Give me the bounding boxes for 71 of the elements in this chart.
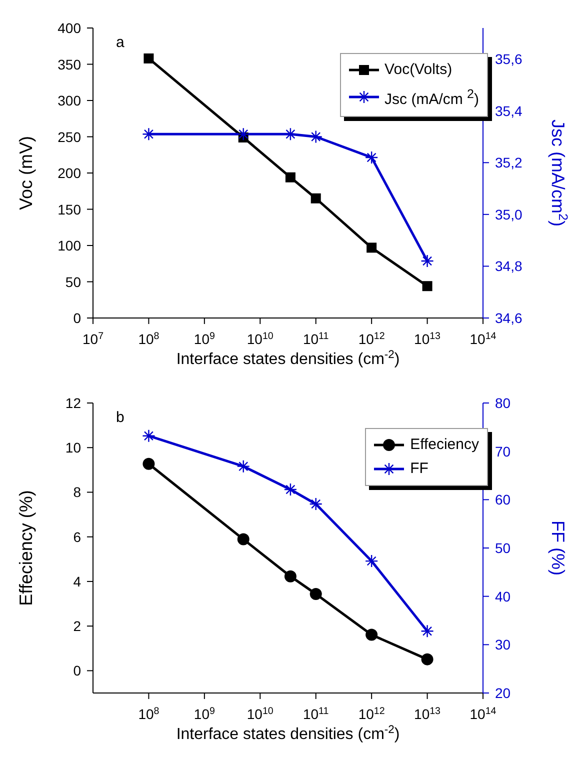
point [309,130,322,144]
y-tick-label: 10 [65,440,82,456]
y-tick-label: 250 [58,128,82,145]
y2-tick-label: 60 [495,492,511,508]
annotation: b [116,409,124,426]
point [309,497,322,511]
x-tick-label: 10$^{9}$ [194,330,215,347]
x-tick-label: 10$^{12}$ [358,330,385,347]
x-tick-label: 10$^{10}$ [246,706,274,722]
point [310,193,321,204]
y-tick-label: 100 [58,238,82,254]
point [366,628,378,641]
y-tick-label: 12 [65,395,82,411]
y2-tick-label: 35,6 [495,51,522,68]
y2-tick-label: 34,6 [495,310,522,326]
y-tick-label: 2 [73,618,82,634]
point [420,624,434,638]
point [144,53,154,64]
x-tick-label: 10$^{14}$ [470,330,497,347]
point [142,429,156,442]
x-tick-label: 10$^{7}$ [82,330,104,347]
point [142,128,156,141]
x-tick-label: 10$^{11}$ [302,706,329,722]
y-tick-label: 150 [58,201,82,218]
x-tick-label: 10$^{8}$ [138,706,160,722]
y2-tick-label: 30 [495,636,511,653]
y-tick-label: 50 [65,274,82,290]
y2-tick-label: 50 [495,540,511,556]
y2-tick-label: 35,2 [495,154,522,171]
y-tick-label: 0 [73,662,82,679]
legend-label: Jsc (mA/cm $^{2}$) [384,86,479,110]
y-tick-label: 350 [58,56,82,72]
x-tick-label: 10$^{11}$ [302,330,329,347]
legend-label: FF [410,459,428,479]
y2-tick-label: 34,8 [495,258,522,274]
x-tick-label: 10$^{8}$ [138,330,160,347]
point [422,281,432,292]
y2-tick-label: 35,0 [495,206,522,222]
annotation: a [116,34,124,51]
x-tick-label: 10$^{10}$ [246,330,274,347]
y-tick-label: 8 [73,484,82,500]
x-tick-label: 10$^{14}$ [470,706,497,722]
y2-tick-label: 80 [495,395,511,411]
y2-tick-label: 35,4 [495,102,522,119]
point [366,242,377,253]
y-tick-label: 0 [73,310,82,326]
point [310,588,322,600]
y-tick-label: 6 [73,528,82,545]
legend-label: Voc(Volts) [384,60,452,80]
y-tick-label: 4 [73,573,82,590]
y2-tick-label: 70 [495,443,511,460]
x-tick-label: 10$^{12}$ [358,706,385,722]
point [420,254,434,268]
legend-label: Effeciency [410,435,479,455]
point [142,458,155,470]
x-axis-title: Interface states densities (cm$^{-2}$) [176,724,400,743]
y-axis-title: Effeciency (%) [16,490,36,606]
y2-tick-label: 20 [495,685,511,701]
y-tick-label: 400 [58,20,82,36]
y-axis-title: Voc (mV) [16,136,36,210]
point [364,554,378,568]
point [421,653,434,666]
x-tick-label: 10$^{9}$ [194,706,215,722]
y-tick-label: 300 [58,92,82,108]
point [364,150,378,164]
y2-tick-label: 40 [495,588,511,604]
y-tick-label: 200 [58,165,82,181]
x-tick-label: 10$^{13}$ [414,706,442,722]
x-tick-label: 10$^{13}$ [414,330,442,347]
y2-axis-title: FF (%) [548,520,568,576]
x-axis-title: Interface states densities (cm$^{-2}$) [176,349,400,368]
